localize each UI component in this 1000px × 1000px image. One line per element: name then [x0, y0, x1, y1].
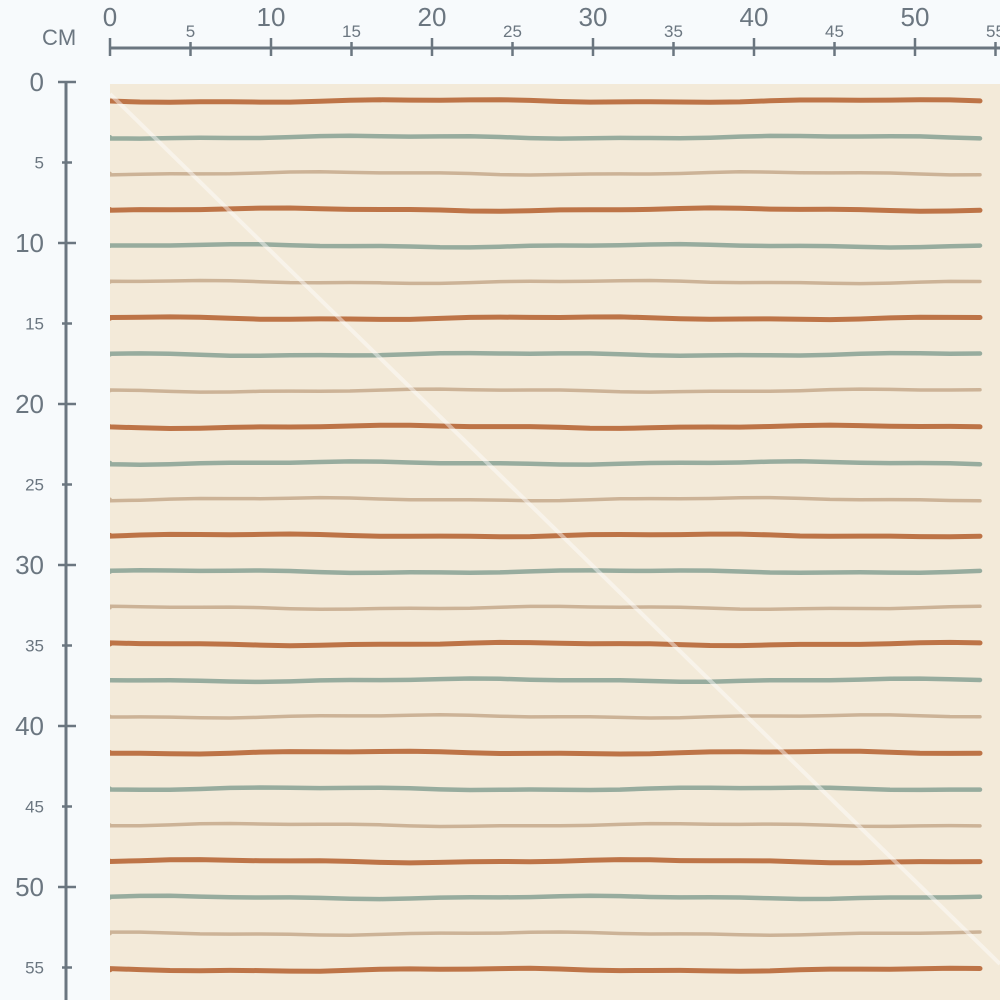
- vertical-tick-label: 50: [15, 872, 44, 902]
- horizontal-tick-label: 45: [825, 22, 844, 41]
- horizontal-tick-label: 10: [256, 2, 286, 32]
- vertical-tick-label: 40: [15, 711, 44, 741]
- vertical-tick-label: 30: [15, 550, 44, 580]
- ruler-unit-label: CM: [42, 25, 77, 50]
- stripe: [110, 459, 983, 467]
- vertical-tick-label: 55: [25, 958, 44, 977]
- stripe: [110, 713, 982, 720]
- horizontal-tick-label: 30: [578, 2, 608, 32]
- stripe: [110, 893, 983, 902]
- vertical-ruler: [58, 80, 76, 1000]
- stripe: [110, 604, 982, 612]
- stripe: [110, 785, 983, 793]
- horizontal-tick-label: 50: [900, 2, 930, 32]
- horizontal-tick-label: 35: [664, 22, 683, 41]
- stripe: [110, 241, 983, 250]
- horizontal-tick-label: 25: [503, 22, 522, 41]
- stripe: [110, 97, 983, 105]
- stripe: [110, 422, 983, 432]
- stripe: [110, 567, 983, 576]
- stripe: [110, 821, 982, 829]
- vertical-tick-label: 35: [25, 636, 44, 655]
- stripe: [110, 314, 983, 323]
- stripe: [110, 965, 983, 974]
- vertical-tick-label: 0: [29, 67, 44, 97]
- stripe: [110, 205, 983, 214]
- horizontal-tick-label: 20: [417, 2, 447, 32]
- fabric-fold-highlight: [110, 92, 1000, 966]
- stripe: [110, 133, 983, 141]
- horizontal-tick-label: 15: [342, 22, 361, 41]
- horizontal-tick-label: 40: [739, 2, 769, 32]
- stripe: [110, 170, 982, 177]
- horizontal-tick-label: 0: [102, 2, 118, 32]
- stripe: [110, 278, 982, 286]
- horizontal-tick-label: 5: [185, 22, 196, 41]
- vertical-tick-label: 5: [34, 153, 44, 172]
- stripe: [110, 930, 982, 937]
- fabric-swatch: [110, 84, 1000, 1000]
- stripe: [110, 495, 982, 503]
- stripe: [110, 639, 983, 649]
- vertical-tick-label: 45: [25, 797, 44, 816]
- horizontal-tick-label: 55: [986, 22, 1000, 41]
- vertical-tick-label: 15: [25, 314, 44, 333]
- fabric-background: [110, 84, 1000, 1000]
- stripe: [110, 857, 983, 866]
- stripe: [110, 748, 983, 757]
- stripe: [110, 531, 983, 540]
- horizontal-ruler: [108, 38, 1000, 56]
- vertical-tick-label: 20: [15, 389, 44, 419]
- stripe: [110, 387, 982, 394]
- stripe: [110, 350, 983, 358]
- vertical-tick-label: 10: [15, 228, 44, 258]
- stripe: [110, 676, 983, 685]
- vertical-tick-label: 25: [25, 475, 44, 494]
